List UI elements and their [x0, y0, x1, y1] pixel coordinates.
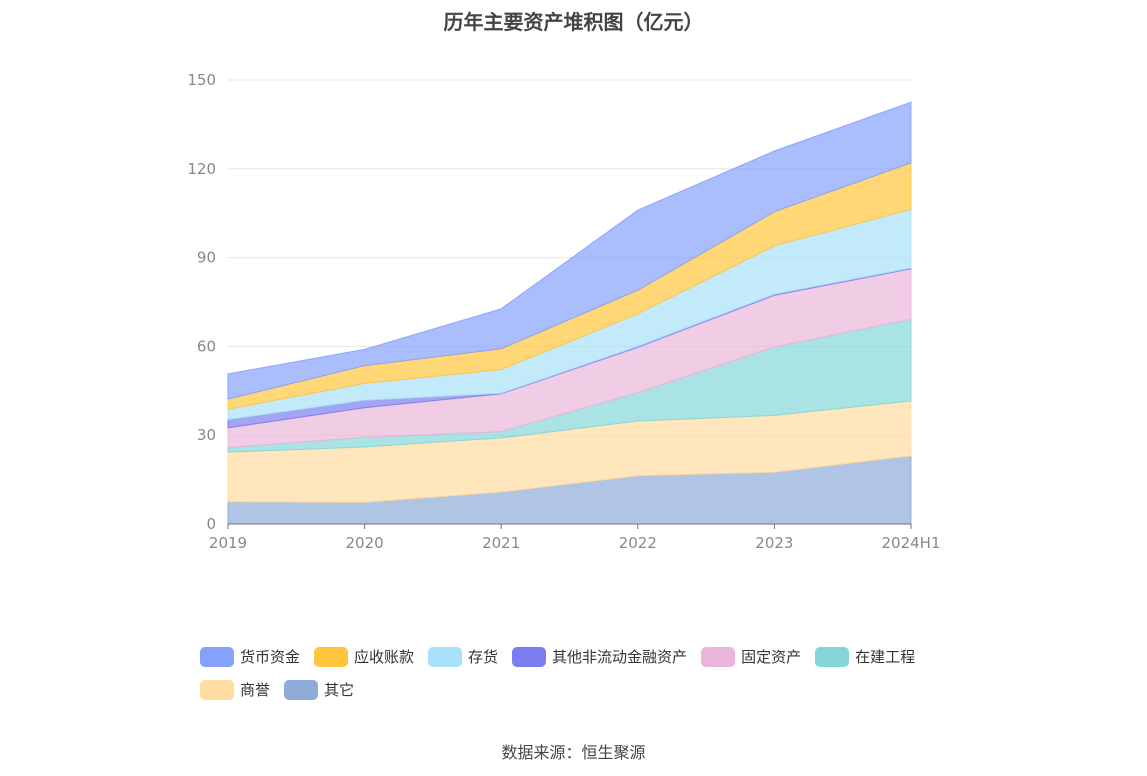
y-tick-label: 90 [197, 249, 216, 267]
legend-swatch [284, 679, 319, 700]
legend-label: 货币资金 [240, 648, 301, 666]
axes: 0 30 60 90 120 150 2019 2020 2021 2022 2023 2024H1 [187, 71, 940, 552]
legend-swatch [314, 646, 349, 667]
stacked-area-chart: 0 30 60 90 120 150 2019 2020 2021 2022 2023 2024H1 [187, 71, 940, 552]
legend-swatch [428, 646, 463, 667]
y-tick-label: 150 [187, 71, 216, 89]
area-layer [227, 101, 912, 525]
legend-swatch [200, 646, 234, 667]
legend-label: 其它 [324, 681, 355, 699]
legend-item-其它[interactable]: 其它 [284, 679, 354, 700]
legend-swatch [512, 646, 547, 667]
legend-item-货币资金[interactable]: 货币资金 [200, 646, 300, 667]
legend-swatch [200, 679, 234, 700]
legend: 货币资金 应收账款 存货 其他非流动金融资产 固定资产 在建工程商誉 其它 [200, 640, 980, 706]
legend-item-在建工程[interactable]: 在建工程 [815, 646, 915, 667]
legend-label: 在建工程 [855, 648, 916, 666]
legend-label: 存货 [468, 648, 499, 666]
chart-title: 历年主要资产堆积图（亿元） [443, 10, 704, 34]
x-tick-label: 2022 [619, 534, 657, 552]
y-tick-label: 30 [197, 426, 216, 444]
x-tick-label: 2024H1 [882, 534, 941, 552]
y-tick-label: 120 [187, 160, 216, 178]
y-tick-label: 60 [197, 337, 216, 355]
legend-item-应收账款[interactable]: 应收账款 [314, 646, 414, 667]
x-tick-label: 2021 [482, 534, 520, 552]
legend-swatch [815, 646, 850, 667]
source-note: 数据来源：恒生聚源 [501, 743, 646, 762]
x-tick-label: 2019 [209, 534, 247, 552]
legend-label: 其他非流动金融资产 [552, 648, 688, 666]
x-tick-label: 2020 [346, 534, 384, 552]
x-tick-label: 2023 [755, 534, 793, 552]
legend-row: 商誉 其它 [200, 673, 980, 706]
legend-item-存货[interactable]: 存货 [428, 646, 498, 667]
legend-label: 商誉 [240, 681, 271, 699]
legend-label: 固定资产 [741, 648, 802, 666]
legend-item-固定资产[interactable]: 固定资产 [701, 646, 801, 667]
area-series-货币资金 [227, 101, 912, 400]
legend-label: 应收账款 [354, 648, 415, 666]
legend-item-商誉[interactable]: 商誉 [200, 679, 270, 700]
legend-swatch [701, 646, 736, 667]
y-tick-label: 0 [206, 515, 216, 533]
legend-item-其他非流动金融资产[interactable]: 其他非流动金融资产 [512, 646, 687, 667]
legend-row: 货币资金 应收账款 存货 其他非流动金融资产 固定资产 在建工程 [200, 640, 980, 673]
